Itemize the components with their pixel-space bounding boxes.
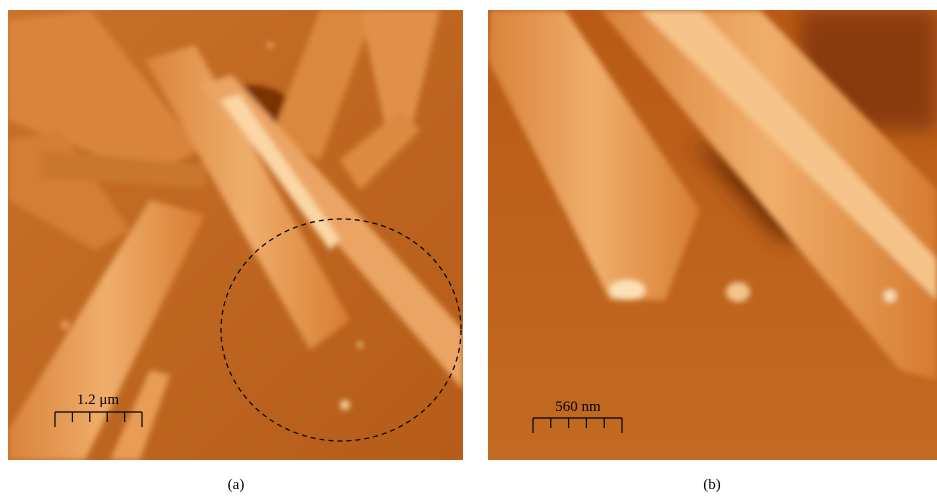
scale-bar-label: 1.2 μm [77, 392, 120, 408]
figure: 1.2 μm 560 nm (a) (b) [0, 0, 937, 497]
panel-b-image [488, 10, 937, 460]
scale-bar-label: 560 nm [555, 399, 601, 415]
panel-label: (b) [703, 477, 721, 493]
panel-label: (a) [228, 477, 245, 493]
